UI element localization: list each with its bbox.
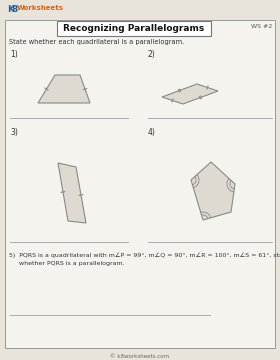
FancyBboxPatch shape <box>57 21 211 36</box>
Polygon shape <box>58 163 86 223</box>
Text: 2): 2) <box>148 50 156 59</box>
Text: 3): 3) <box>10 128 18 137</box>
Polygon shape <box>162 84 218 104</box>
Text: Recognizing Parallelograms: Recognizing Parallelograms <box>63 24 205 33</box>
Polygon shape <box>191 162 235 220</box>
Text: 1): 1) <box>10 50 18 59</box>
Text: whether PQRS is a parallelogram.: whether PQRS is a parallelogram. <box>9 261 125 266</box>
Text: 4): 4) <box>148 128 156 137</box>
Text: © k8worksheets.com: © k8worksheets.com <box>110 354 170 359</box>
Polygon shape <box>38 75 90 103</box>
Text: WS #2: WS #2 <box>251 24 272 29</box>
FancyBboxPatch shape <box>5 20 275 348</box>
Text: 8: 8 <box>12 5 18 14</box>
Text: 5)  PQRS is a quadrilateral with m∠P = 99°, m∠Q = 90°, m∠R = 100°, m∠S = 61°, st: 5) PQRS is a quadrilateral with m∠P = 99… <box>9 252 280 257</box>
Text: Worksheets: Worksheets <box>17 5 64 11</box>
Text: K: K <box>7 5 14 14</box>
Text: State whether each quadrilateral is a parallelogram.: State whether each quadrilateral is a pa… <box>9 39 184 45</box>
